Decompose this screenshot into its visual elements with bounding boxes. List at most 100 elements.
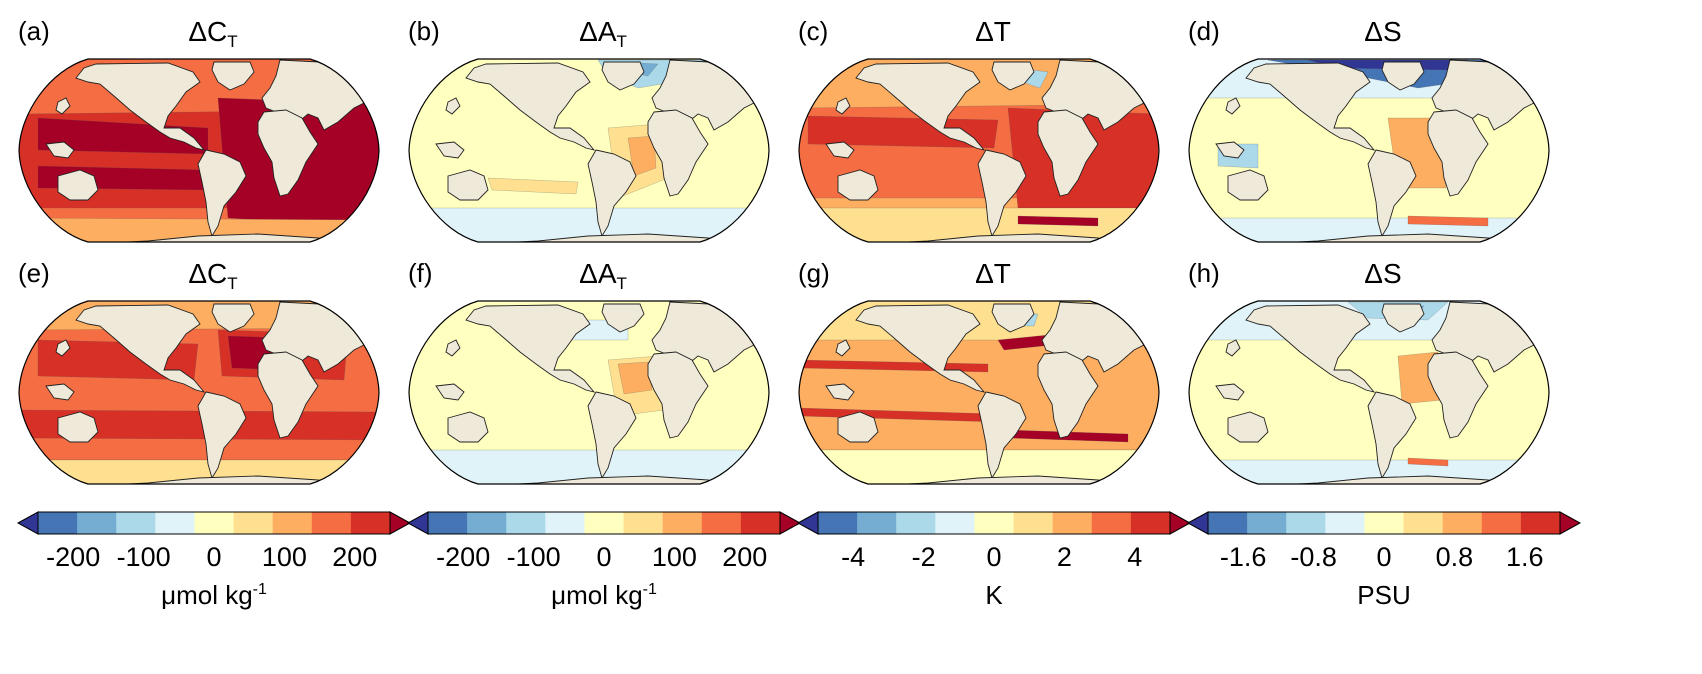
land-australia — [447, 411, 489, 443]
contour-band — [1017, 215, 1099, 227]
land-greenland — [1381, 61, 1425, 91]
land-north-america — [1245, 304, 1376, 393]
land-north-america — [855, 304, 986, 393]
colorbar-bin — [506, 512, 546, 534]
colorbar-bin — [272, 512, 313, 534]
land-japan-islands — [1225, 339, 1241, 357]
colorbar-extend-high — [1559, 511, 1582, 535]
panel-letter: (g) — [798, 258, 830, 288]
land-maritime-se-asia — [825, 141, 855, 159]
colorbar-ticks: -1.6 -0.8 0 0.8 1.6 — [1186, 542, 1582, 578]
land-africa — [257, 351, 319, 439]
land-greenland — [211, 303, 255, 333]
colorbar-tick-label: -4 — [841, 542, 866, 572]
colorbar-tick-label: 100 — [651, 542, 697, 572]
colorbar-bin — [1130, 512, 1171, 534]
land-maritime-se-asia — [1215, 383, 1245, 401]
colorbar-tick-label: -200 — [436, 542, 491, 572]
colorbar-bin — [311, 512, 352, 534]
colorbar-unit: μmol kg-1 — [161, 580, 267, 610]
panel-title: ΔAT — [579, 258, 627, 293]
colorbar-bin — [428, 512, 468, 534]
panel-letter: (b) — [408, 16, 440, 46]
panel-letter: (d) — [1188, 16, 1220, 46]
land-maritime-se-asia — [435, 383, 465, 401]
map-f — [408, 300, 770, 485]
map-field — [409, 59, 769, 242]
colorbar-bin — [896, 512, 936, 534]
map-c — [798, 58, 1160, 243]
panel-letter: (h) — [1188, 258, 1220, 288]
land-antarctica — [517, 475, 729, 484]
panel-c: (c) ΔT — [798, 14, 1188, 274]
colorbar-bin — [1481, 512, 1522, 534]
colorbar-ticks: -200 -100 0 100 200 — [16, 542, 412, 578]
colorbar-bin — [662, 512, 703, 534]
colorbar-bin — [935, 512, 975, 534]
colorbar-tick-label: 0 — [1376, 542, 1392, 572]
contour-band — [1407, 457, 1449, 467]
colorbar-alk: -200 -100 0 100 200 μmol kg-1 — [406, 506, 802, 616]
colorbar-bin — [1091, 512, 1132, 534]
land-greenland — [601, 61, 645, 91]
colorbar-strip — [16, 511, 412, 535]
land-antarctica — [907, 233, 1119, 242]
land-africa — [1037, 109, 1099, 197]
contour-band — [617, 361, 653, 395]
colorbar-bin — [1364, 512, 1405, 534]
colorbar-strip — [1186, 511, 1582, 535]
map-field — [1189, 301, 1549, 484]
land-maritime-se-asia — [825, 383, 855, 401]
colorbar-outline — [817, 511, 1171, 535]
land-greenland — [601, 303, 645, 333]
colorbar-tick-label: 1.6 — [1506, 542, 1544, 572]
map-border — [798, 300, 1160, 485]
colorbar-tick-label: 0 — [596, 542, 612, 572]
colorbar-bin — [77, 512, 117, 534]
colorbar-bin — [857, 512, 897, 534]
colorbar-tick-label: -100 — [506, 542, 561, 572]
panel-letter: (a) — [18, 16, 50, 46]
map-field — [19, 59, 379, 242]
land-maritime-se-asia — [435, 141, 465, 159]
land-greenland — [991, 61, 1035, 91]
map-border — [1188, 300, 1550, 485]
land-australia — [1227, 169, 1269, 201]
contour-band — [799, 207, 1159, 242]
colorbar-tick-label: -0.8 — [1290, 542, 1337, 572]
contour-band — [409, 449, 769, 484]
colorbar-ticks: -200 -100 0 100 200 — [406, 542, 802, 578]
colorbar-ticks: -4 -2 0 2 4 — [796, 542, 1192, 578]
colorbar-bin — [38, 512, 78, 534]
map-d — [1188, 58, 1550, 243]
colorbar-bin — [1520, 512, 1561, 534]
map-a — [18, 58, 380, 243]
panel-b: (b) ΔAT — [408, 14, 798, 274]
map-field — [409, 301, 769, 484]
land-australia — [837, 411, 879, 443]
land-antarctica — [1297, 233, 1509, 242]
map-h — [1188, 300, 1550, 485]
panel-e: (e) ΔCT — [18, 256, 408, 516]
map-field — [799, 301, 1159, 484]
land-antarctica — [127, 475, 339, 484]
colorbar-unit: μmol kg-1 — [551, 580, 657, 610]
colorbar-extend-low — [796, 511, 819, 535]
colorbar-bin — [1208, 512, 1248, 534]
colorbar-tick-label: -100 — [116, 542, 171, 572]
colorbar-bin — [545, 512, 585, 534]
land-south-america — [587, 149, 637, 238]
land-australia — [1227, 411, 1269, 443]
land-africa — [1427, 351, 1489, 439]
colorbar-tick-label: 4 — [1127, 542, 1143, 572]
colorbar-bin — [974, 512, 1015, 534]
colorbar-sal: -1.6 -0.8 0 0.8 1.6 PSU — [1186, 506, 1582, 616]
colorbar-bin — [818, 512, 858, 534]
colorbar-bin — [1442, 512, 1483, 534]
panel-d: (d) ΔS — [1188, 14, 1578, 274]
land-south-america — [1367, 149, 1417, 238]
land-greenland — [1381, 303, 1425, 333]
land-north-america — [855, 62, 986, 151]
colorbar-tick-label: 2 — [1056, 542, 1072, 572]
colorbar-strip — [796, 511, 1192, 535]
